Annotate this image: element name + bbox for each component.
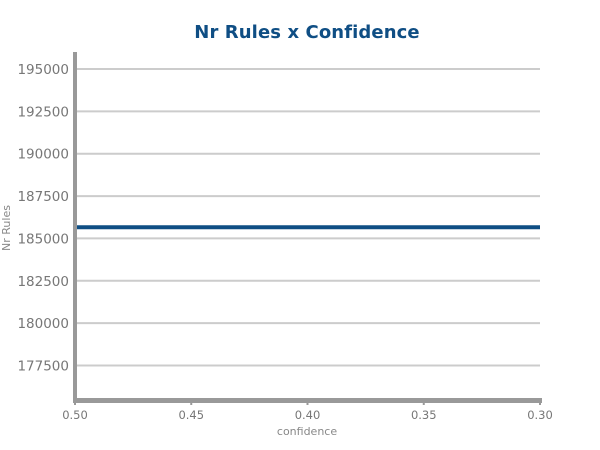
y-axis-title: Nr Rules [0,205,13,251]
grid-lines [75,68,540,367]
x-tick-label: 0.30 [527,408,553,422]
x-axis-title: confidence [277,425,337,438]
y-tick-label: 195000 [17,62,69,78]
x-tick-labels: 0.50 0.45 0.40 0.35 0.30 [62,408,553,422]
y-tick-label: 182500 [17,274,69,290]
x-tick-label: 0.35 [411,408,437,422]
y-axis-line [73,52,77,403]
y-tick-label: 190000 [17,147,69,163]
x-tick-label: 0.40 [295,408,321,422]
x-tick-label: 0.45 [178,408,204,422]
y-tick-labels: 195000 192500 190000 187500 185000 182500 1800… [17,62,69,375]
y-tick-label: 177500 [17,359,69,375]
y-tick-label: 192500 [17,104,69,120]
chart-title: Nr Rules x Confidence [194,22,420,43]
y-tick-label: 180000 [17,316,69,332]
y-tick-label: 187500 [17,189,69,205]
x-tick-label: 0.50 [62,408,88,422]
x-tick-marks [74,398,541,405]
y-tick-label: 185000 [17,231,69,247]
